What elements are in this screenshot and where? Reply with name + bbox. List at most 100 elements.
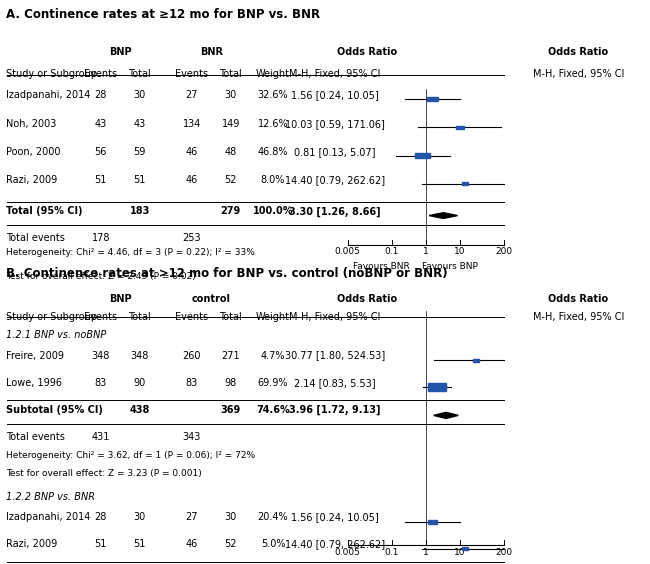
- Text: 1: 1: [423, 548, 428, 557]
- Text: 134: 134: [183, 119, 201, 129]
- Text: B. Continence rates at >12 mo for BNP vs. control (noBNP or BNR): B. Continence rates at >12 mo for BNP vs…: [6, 267, 448, 280]
- Text: Lowe, 1996: Lowe, 1996: [6, 378, 62, 387]
- Text: 348: 348: [92, 350, 110, 360]
- Text: 1.2.2 BNP vs. BNR: 1.2.2 BNP vs. BNR: [6, 492, 96, 502]
- Text: BNP: BNP: [109, 47, 131, 57]
- Polygon shape: [434, 412, 458, 418]
- Text: Events: Events: [84, 312, 117, 322]
- Text: Test for overall effect: Z = 2.43 (P = 0.02): Test for overall effect: Z = 2.43 (P = 0…: [6, 272, 196, 281]
- Text: Odds Ratio: Odds Ratio: [337, 294, 397, 304]
- Text: 1: 1: [423, 247, 428, 256]
- Text: Total: Total: [129, 312, 151, 322]
- Text: 51: 51: [133, 175, 146, 186]
- Text: Total (95% CI): Total (95% CI): [6, 206, 83, 217]
- Text: A. Continence rates at ≥12 mo for BNP vs. BNR: A. Continence rates at ≥12 mo for BNP vs…: [6, 8, 320, 21]
- Text: BNR: BNR: [200, 47, 223, 57]
- Text: Razi, 2009: Razi, 2009: [6, 539, 58, 549]
- Text: 3.30 [1.26, 8.66]: 3.30 [1.26, 8.66]: [289, 206, 380, 217]
- Bar: [462, 183, 469, 185]
- Text: 28: 28: [94, 90, 107, 100]
- Text: Heterogeneity: Chi² = 4.46, df = 3 (P = 0.22); I² = 33%: Heterogeneity: Chi² = 4.46, df = 3 (P = …: [6, 248, 255, 257]
- Text: 200: 200: [495, 548, 512, 557]
- Text: 369: 369: [220, 405, 241, 415]
- Text: 0.1: 0.1: [385, 247, 399, 256]
- Text: Events: Events: [176, 69, 208, 80]
- Text: M-H, Fixed, 95% CI: M-H, Fixed, 95% CI: [289, 69, 380, 80]
- Text: Study or Subgroup: Study or Subgroup: [6, 69, 97, 80]
- Text: 30: 30: [225, 90, 237, 100]
- Text: 431: 431: [92, 432, 110, 442]
- Text: 178: 178: [92, 232, 110, 243]
- Text: Total: Total: [129, 69, 151, 80]
- Text: 46: 46: [186, 539, 198, 549]
- Text: 8.0%: 8.0%: [261, 175, 285, 186]
- Text: Events: Events: [84, 69, 117, 80]
- Text: Total: Total: [220, 69, 242, 80]
- Text: 260: 260: [183, 350, 201, 360]
- Text: Favours BNR: Favours BNR: [353, 262, 410, 271]
- Text: 1.2.1 BNP vs. noBNP: 1.2.1 BNP vs. noBNP: [6, 330, 107, 340]
- Text: 30: 30: [225, 512, 237, 522]
- Text: 74.6%: 74.6%: [256, 405, 290, 415]
- Text: 0.81 [0.13, 5.07]: 0.81 [0.13, 5.07]: [294, 147, 376, 157]
- Text: 1.56 [0.24, 10.05]: 1.56 [0.24, 10.05]: [291, 512, 378, 522]
- Text: 56: 56: [94, 147, 107, 157]
- Text: M-H, Fixed, 95% CI: M-H, Fixed, 95% CI: [533, 312, 624, 322]
- Text: 30: 30: [134, 512, 146, 522]
- Text: Freire, 2009: Freire, 2009: [6, 350, 64, 360]
- Text: 59: 59: [133, 147, 146, 157]
- Text: Events: Events: [176, 312, 208, 322]
- Text: 348: 348: [131, 350, 149, 360]
- Text: 28: 28: [94, 512, 107, 522]
- Text: Total: Total: [220, 312, 242, 322]
- Text: Odds Ratio: Odds Ratio: [549, 294, 608, 304]
- Polygon shape: [429, 213, 458, 218]
- Bar: [462, 548, 468, 550]
- Text: 46.8%: 46.8%: [258, 147, 288, 157]
- Text: Poon, 2000: Poon, 2000: [6, 147, 61, 157]
- Text: Total events: Total events: [6, 432, 66, 442]
- Text: 10: 10: [454, 548, 465, 557]
- Text: 271: 271: [222, 350, 240, 360]
- Text: 100.0%: 100.0%: [253, 206, 293, 217]
- Text: 46: 46: [186, 147, 198, 157]
- Text: 43: 43: [134, 119, 146, 129]
- Text: 4.7%: 4.7%: [261, 350, 285, 360]
- Text: M-H, Fixed, 95% CI: M-H, Fixed, 95% CI: [289, 312, 380, 322]
- Text: 20.4%: 20.4%: [257, 512, 289, 522]
- Text: 10: 10: [454, 247, 465, 256]
- Bar: [426, 96, 438, 101]
- Text: 27: 27: [185, 90, 198, 100]
- Text: Total events: Total events: [6, 232, 66, 243]
- Text: BNP: BNP: [109, 294, 131, 304]
- Text: 14.40 [0.79, 262.62]: 14.40 [0.79, 262.62]: [285, 539, 385, 549]
- Text: 183: 183: [129, 206, 150, 217]
- Text: 32.6%: 32.6%: [257, 90, 289, 100]
- Text: 253: 253: [183, 232, 201, 243]
- Text: 51: 51: [94, 175, 107, 186]
- Text: 14.40 [0.79, 262.62]: 14.40 [0.79, 262.62]: [285, 175, 385, 186]
- Text: 2.14 [0.83, 5.53]: 2.14 [0.83, 5.53]: [294, 378, 376, 387]
- Text: 52: 52: [224, 539, 237, 549]
- Text: 3.96 [1.72, 9.13]: 3.96 [1.72, 9.13]: [289, 405, 380, 415]
- Bar: [415, 153, 430, 158]
- Text: 46: 46: [186, 175, 198, 186]
- Bar: [428, 383, 446, 391]
- Text: Odds Ratio: Odds Ratio: [337, 47, 397, 57]
- Text: 51: 51: [133, 539, 146, 549]
- Text: Subtotal (95% CI): Subtotal (95% CI): [6, 405, 103, 415]
- Text: Weight: Weight: [256, 312, 290, 322]
- Text: 69.9%: 69.9%: [258, 378, 288, 387]
- Text: Noh, 2003: Noh, 2003: [6, 119, 57, 129]
- Text: Study or Subgroup: Study or Subgroup: [6, 312, 97, 322]
- Text: 5.0%: 5.0%: [261, 539, 285, 549]
- Bar: [473, 359, 479, 362]
- Text: 438: 438: [129, 405, 150, 415]
- Text: 30: 30: [134, 90, 146, 100]
- Text: 98: 98: [225, 378, 237, 387]
- Text: 27: 27: [185, 512, 198, 522]
- Text: 48: 48: [225, 147, 237, 157]
- Text: 343: 343: [183, 432, 201, 442]
- Text: 279: 279: [220, 206, 241, 217]
- Text: Izadpanahi, 2014: Izadpanahi, 2014: [6, 90, 91, 100]
